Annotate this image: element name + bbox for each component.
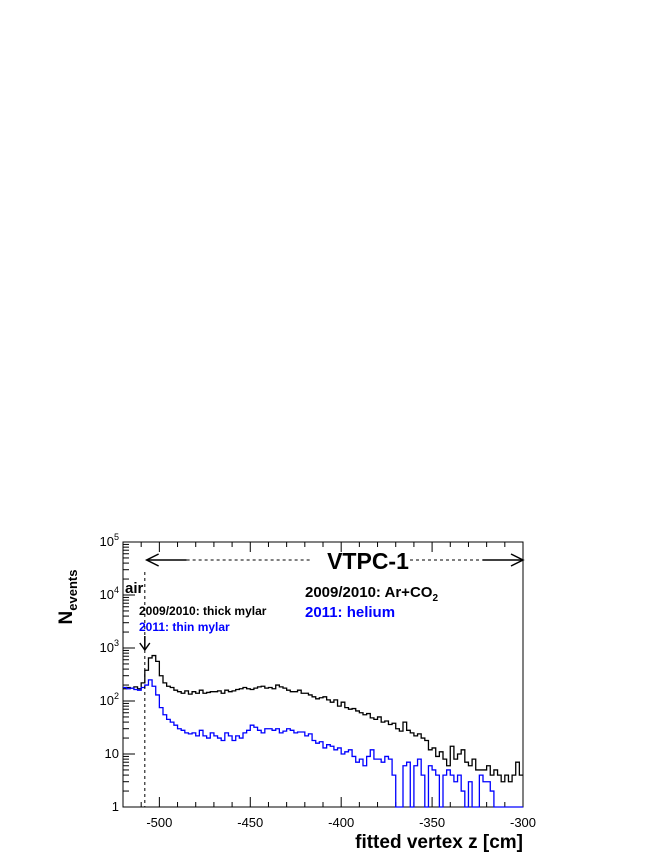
y-axis-ticks: 1 10 102 103 104 105 — [100, 532, 135, 814]
x-tick-label: -500 — [146, 815, 172, 830]
y-tick-label: 104 — [100, 585, 119, 602]
mylar-label-2009: 2009/2010: thick mylar — [139, 604, 267, 618]
peak-marker-arrow — [139, 636, 151, 652]
series-2009-2010 — [123, 654, 523, 783]
x-tick-label: -350 — [419, 815, 445, 830]
peak-arrow-head — [139, 642, 151, 652]
vtpc-arrow-left-head — [144, 553, 159, 567]
y-axis-title: Nevents — [56, 570, 80, 625]
x-axis-ticks: -500 -450 -400 -350 -300 — [122, 542, 536, 830]
gas-label-2011: 2011: helium — [305, 604, 395, 621]
x-axis-title: fitted vertex z [cm] — [355, 832, 523, 853]
y-tick-label: 10 — [105, 746, 119, 761]
x-tick-label: -300 — [510, 815, 536, 830]
y-tick-label: 105 — [100, 532, 119, 549]
vtpc-label: VTPC-1 — [327, 548, 409, 574]
mylar-label-2011: 2011: thin mylar — [139, 620, 230, 634]
vtpc-span-arrow — [144, 553, 525, 567]
y-tick-label: 103 — [100, 638, 119, 655]
histogram-series — [123, 654, 523, 808]
series-2011 — [123, 679, 523, 808]
vtpc-arrow-right-head — [510, 553, 525, 567]
y-tick-label: 1 — [112, 799, 119, 814]
plot-frame — [122, 541, 524, 808]
gas-label-2009: 2009/2010: Ar+CO2 — [305, 584, 438, 604]
x-tick-label: -400 — [328, 815, 354, 830]
x-tick-label: -450 — [237, 815, 263, 830]
y-tick-label: 102 — [100, 691, 119, 708]
air-label: air — [125, 580, 144, 597]
